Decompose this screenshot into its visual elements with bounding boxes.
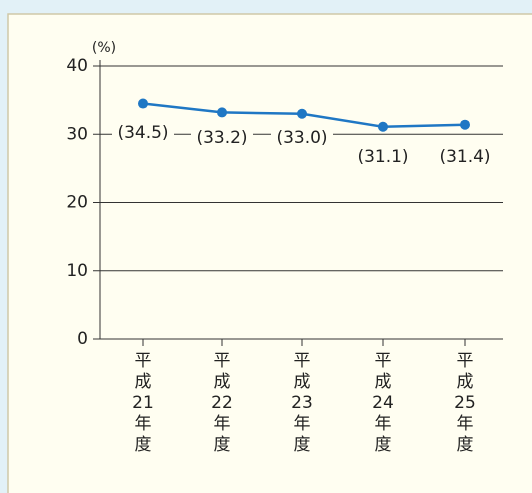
x-tick-label: 平成 23 年度	[291, 351, 313, 455]
value-label: (31.1)	[357, 147, 408, 167]
x-tick-label-part: 平	[214, 351, 231, 371]
x-tick-label: 平成 24 年度	[372, 351, 394, 455]
value-label: (33.0)	[276, 128, 327, 148]
point	[217, 107, 227, 118]
x-tick-label-part: 年	[375, 414, 392, 434]
point	[460, 119, 470, 130]
y-unit: (%)	[92, 40, 116, 56]
y-tick-label: 40	[66, 56, 88, 76]
x-tick-label-part: 平	[135, 351, 152, 371]
x-tick-label-part: 年	[135, 414, 152, 434]
label-bg	[191, 127, 253, 149]
x-tick-label-part: 度	[375, 435, 392, 455]
x-tick-label-part: 成	[294, 372, 311, 392]
x-tick-label-part: 平	[294, 351, 311, 371]
x-tick-label-part: 21	[132, 393, 154, 413]
x-tick-label-part: 年	[294, 414, 311, 434]
x-tick-label-part: 23	[291, 393, 313, 413]
x-tick-label-part: 度	[457, 435, 474, 455]
x-tick-label-part: 22	[211, 393, 233, 413]
point	[138, 98, 148, 109]
x-tick-label-part: 成	[135, 372, 152, 392]
y-tick-label: 30	[66, 124, 88, 144]
x-tick-label-part: 度	[135, 435, 152, 455]
x-tick-label-part: 25	[454, 393, 476, 413]
value-label: (34.5)	[117, 123, 168, 143]
x-tick-label-part: 成	[375, 372, 392, 392]
x-tick-label-part: 成	[457, 372, 474, 392]
x-tick-label-part: 平	[457, 351, 474, 371]
panel	[7, 13, 532, 493]
x-tick-label-part: 年	[457, 414, 474, 434]
point	[378, 121, 388, 132]
x-tick-label-part: 成	[214, 372, 231, 392]
label-bg	[352, 146, 414, 168]
label-bg	[112, 122, 174, 144]
x-tick-label-part: 24	[372, 393, 394, 413]
label-bg	[271, 127, 333, 149]
x-tick-label-part: 度	[214, 435, 231, 455]
x-tick-label: 平成 21 年度	[132, 351, 154, 455]
x-tick-label-part: 平	[375, 351, 392, 371]
x-tick-label-part: 年	[214, 414, 231, 434]
y-tick-label: 0	[77, 329, 88, 349]
value-label: (31.4)	[439, 147, 490, 167]
x-tick-label: 平成 25 年度	[454, 351, 476, 455]
x-tick-label: 平成 22 年度	[211, 351, 233, 455]
y-tick-label: 20	[66, 193, 88, 213]
label-bg	[434, 146, 496, 168]
value-label: (33.2)	[196, 128, 247, 148]
point	[297, 108, 307, 119]
x-tick-label-part: 度	[294, 435, 311, 455]
y-tick-label: 10	[66, 261, 88, 281]
